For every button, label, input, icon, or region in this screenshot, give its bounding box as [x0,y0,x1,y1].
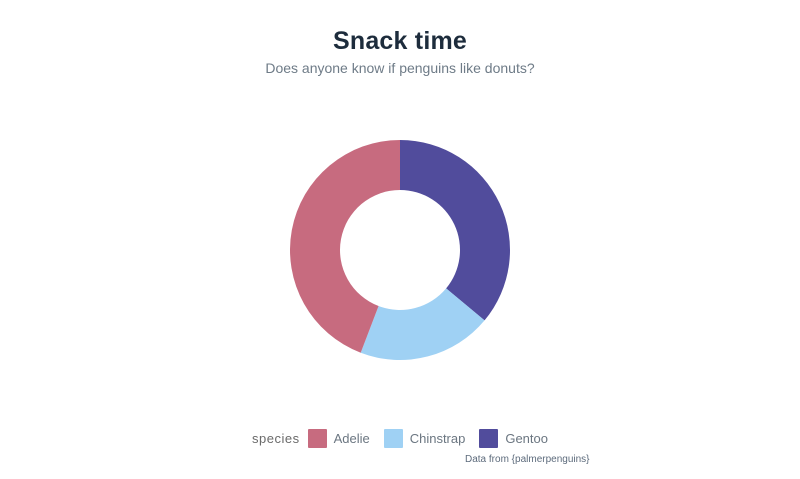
donut-segment-chinstrap [360,288,485,360]
donut-chart-svg [290,140,510,360]
legend-title: species [251,431,300,446]
legend-item-adelie: Adelie [307,429,370,448]
legend-item-chinstrap: Chinstrap [383,429,466,448]
legend-swatch-adelie [307,429,327,448]
chart-title: Snack time [332,27,467,55]
legend-item-label: Chinstrap [409,431,466,446]
chart-caption: Data from {palmerpenguins} [465,454,590,465]
donut-segment-adelie [290,140,400,353]
legend: species Adelie Chinstrap Gentoo [0,429,800,448]
legend-items: Adelie Chinstrap Gentoo [307,429,548,448]
legend-swatch-chinstrap [383,429,403,448]
legend-item-label: Gentoo [505,431,548,446]
donut-segment-gentoo [400,140,510,321]
chart-subtitle: Does anyone know if penguins like donuts… [265,60,535,76]
legend-item-gentoo: Gentoo [479,429,548,448]
legend-swatch-gentoo [479,429,499,448]
donut-chart [280,130,520,370]
legend-item-label: Adelie [333,431,370,446]
